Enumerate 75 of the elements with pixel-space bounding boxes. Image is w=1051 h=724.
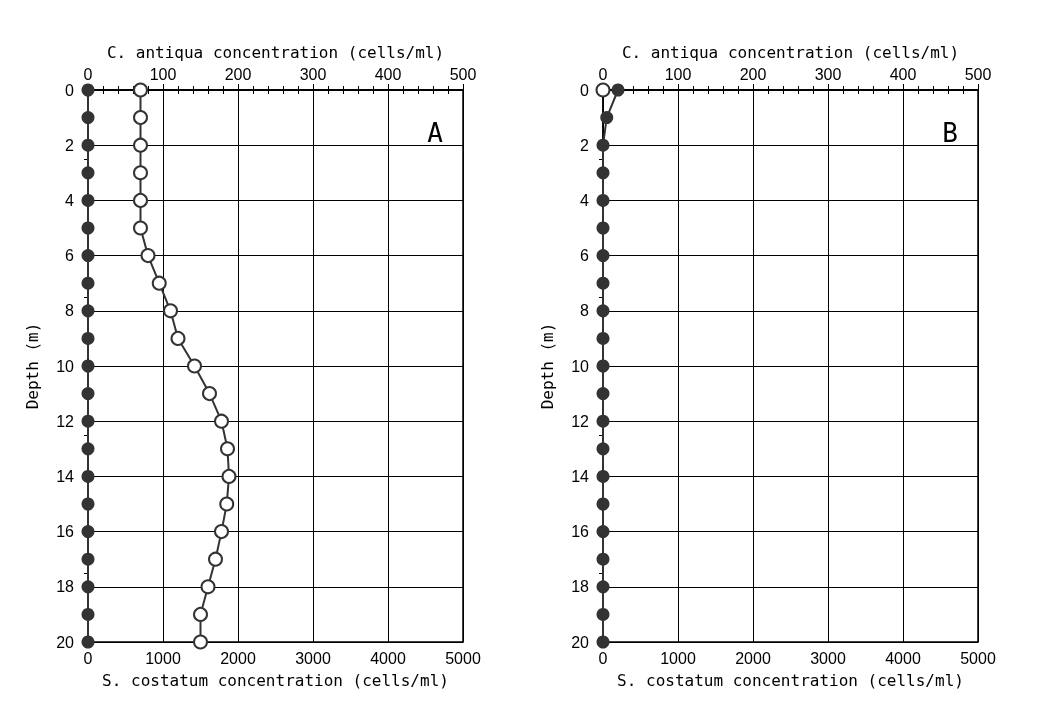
- y-tick-label: 0: [580, 81, 590, 99]
- y-tick-label: 20: [56, 633, 75, 651]
- point: [596, 166, 610, 180]
- x2-tick-label: 300: [814, 65, 842, 83]
- y-tick-label: 12: [56, 412, 75, 430]
- y-tick-label: 14: [571, 467, 590, 485]
- point: [600, 111, 614, 125]
- y-tick-label: 16: [571, 523, 590, 541]
- y-tick-label: 16: [56, 523, 75, 541]
- x2-tick-label: 0: [598, 65, 608, 83]
- point: [596, 304, 610, 318]
- x2-axis-title: C. antiqua concentration (cells/ml): [106, 42, 445, 62]
- point: [596, 607, 610, 621]
- y-tick-label: 12: [571, 412, 590, 430]
- point: [596, 552, 610, 566]
- y-tick-label: 14: [56, 467, 75, 485]
- y-axis-title: Depth (m): [537, 322, 557, 410]
- y-tick-label: 10: [56, 357, 75, 375]
- point: [596, 359, 610, 373]
- x-tick-label: 0: [598, 649, 608, 667]
- y-tick-label: 2: [65, 136, 75, 154]
- x2-axis-title: C. antiqua concentration (cells/ml): [621, 42, 960, 62]
- y-tick-label: 8: [580, 302, 590, 320]
- y-axis-title: Depth (m): [22, 322, 42, 410]
- point: [596, 193, 610, 207]
- y-tick-label: 6: [580, 247, 590, 265]
- point: [596, 442, 610, 456]
- y-tick-label: 0: [65, 81, 75, 99]
- point: [596, 497, 610, 511]
- point: [596, 414, 610, 428]
- x-tick-label: 3000: [295, 649, 331, 667]
- annotation: B: [942, 118, 958, 148]
- y-tick-label: 4: [65, 191, 75, 209]
- x2-tick-label: 200: [224, 65, 252, 83]
- y-tick-label: 4: [580, 191, 590, 209]
- x-tick-label: 3000: [810, 649, 846, 667]
- x-axis-title: S. costatum concentration (cells/ml): [102, 670, 449, 690]
- y-tick-label: 18: [571, 578, 590, 596]
- point: [596, 580, 610, 594]
- x-tick-label: 1000: [145, 649, 181, 667]
- point: [611, 83, 625, 97]
- point: [596, 249, 610, 263]
- x-tick-label: 2000: [735, 649, 771, 667]
- point: [596, 138, 610, 152]
- y-tick-label: 18: [56, 578, 75, 596]
- x-tick-label: 2000: [220, 649, 256, 667]
- x-tick-label: 5000: [445, 649, 481, 667]
- x2-tick-label: 500: [964, 65, 992, 83]
- x-tick-label: 0: [83, 649, 93, 667]
- x2-tick-label: 100: [664, 65, 692, 83]
- point: [596, 387, 610, 401]
- point: [596, 525, 610, 539]
- x2-tick-label: 400: [374, 65, 402, 83]
- x-tick-label: 1000: [660, 649, 696, 667]
- y-tick-label: 20: [571, 633, 590, 651]
- x2-tick-label: 400: [889, 65, 917, 83]
- y-tick-label: 6: [65, 247, 75, 265]
- x2-tick-label: 200: [739, 65, 767, 83]
- y-tick-label: 8: [65, 302, 75, 320]
- point: [596, 221, 610, 235]
- x2-tick-label: 0: [83, 65, 93, 83]
- x-tick-label: 4000: [885, 649, 921, 667]
- x2-tick-label: 100: [149, 65, 177, 83]
- x2-tick-label: 300: [299, 65, 327, 83]
- y-tick-label: 2: [580, 136, 590, 154]
- point: [596, 635, 610, 649]
- y-tick-label: 10: [571, 357, 590, 375]
- x-tick-label: 5000: [960, 649, 996, 667]
- x2-tick-label: 500: [449, 65, 477, 83]
- point: [596, 331, 610, 345]
- x-axis-title: S. costatum concentration (cells/ml): [617, 670, 964, 690]
- x-tick-label: 4000: [370, 649, 406, 667]
- annotation: A: [427, 118, 444, 148]
- point: [596, 469, 610, 483]
- point: [596, 276, 610, 290]
